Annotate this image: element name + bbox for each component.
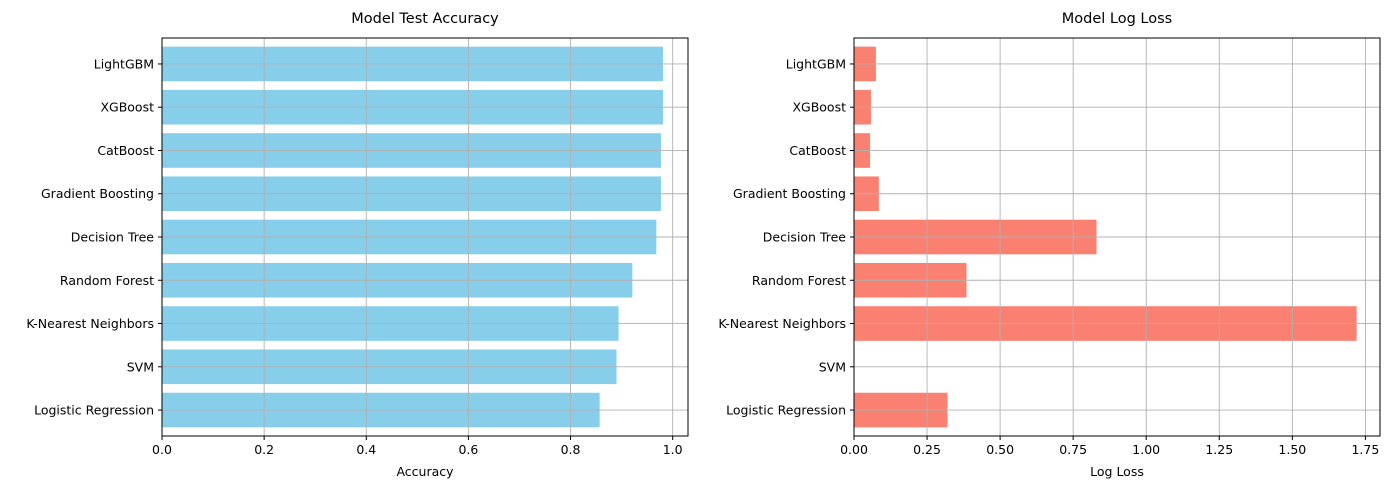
accuracy-category-label: Decision Tree bbox=[71, 230, 155, 245]
accuracy-x-tick-label: 0.2 bbox=[254, 442, 274, 457]
accuracy-x-tick-label: 0.0 bbox=[152, 442, 172, 457]
logloss-x-tick-label: 1.50 bbox=[1278, 442, 1306, 457]
accuracy-category-label: SVM bbox=[127, 359, 154, 374]
logloss-x-tick-label: 1.25 bbox=[1205, 442, 1233, 457]
logloss-x-tick-label: 0.00 bbox=[840, 442, 868, 457]
accuracy-category-label: K-Nearest Neighbors bbox=[26, 316, 154, 331]
logloss-category-label: Gradient Boosting bbox=[733, 186, 846, 201]
accuracy-category-label: CatBoost bbox=[97, 143, 154, 158]
logloss-category-label: LightGBM bbox=[786, 56, 846, 71]
accuracy-category-label: Gradient Boosting bbox=[41, 186, 154, 201]
logloss-x-tick-label: 0.50 bbox=[986, 442, 1014, 457]
accuracy-chart-panel: 0.0 0.2 0.4 0.6 0.8 1.0 Logistic Regression SVM… bbox=[26, 11, 689, 479]
accuracy-x-axis-label: Accuracy bbox=[396, 464, 454, 479]
logloss-x-tick-label: 0.25 bbox=[913, 442, 941, 457]
logloss-category-label: Logistic Regression bbox=[726, 403, 846, 418]
accuracy-category-label: Logistic Regression bbox=[34, 403, 154, 418]
logloss-category-label: SVM bbox=[819, 359, 846, 374]
logloss-x-tick-label: 1.00 bbox=[1132, 442, 1160, 457]
accuracy-chart-title: Model Test Accuracy bbox=[351, 11, 499, 27]
accuracy-category-label: Random Forest bbox=[60, 273, 154, 288]
accuracy-x-tick-label: 0.4 bbox=[356, 442, 376, 457]
logloss-category-label: XGBoost bbox=[792, 100, 846, 115]
logloss-x-axis-label: Log Loss bbox=[1090, 464, 1144, 479]
logloss-category-label: K-Nearest Neighbors bbox=[718, 316, 846, 331]
logloss-x-tick-label: 1.75 bbox=[1351, 442, 1379, 457]
logloss-category-label: Random Forest bbox=[752, 273, 846, 288]
logloss-category-label: CatBoost bbox=[789, 143, 846, 158]
logloss-chart-panel: 0.00 0.25 0.50 0.75 1.00 1.25 1.50 1.75 Logistic… bbox=[718, 11, 1381, 479]
logloss-chart-title: Model Log Loss bbox=[1062, 11, 1172, 27]
accuracy-x-tick-label: 0.8 bbox=[561, 442, 581, 457]
accuracy-x-tick-label: 1.0 bbox=[663, 442, 683, 457]
logloss-x-tick-label: 0.75 bbox=[1059, 442, 1087, 457]
logloss-category-label: Decision Tree bbox=[763, 230, 847, 245]
accuracy-category-label: XGBoost bbox=[100, 100, 154, 115]
accuracy-category-label: LightGBM bbox=[94, 56, 154, 71]
accuracy-x-tick-label: 0.6 bbox=[458, 442, 478, 457]
